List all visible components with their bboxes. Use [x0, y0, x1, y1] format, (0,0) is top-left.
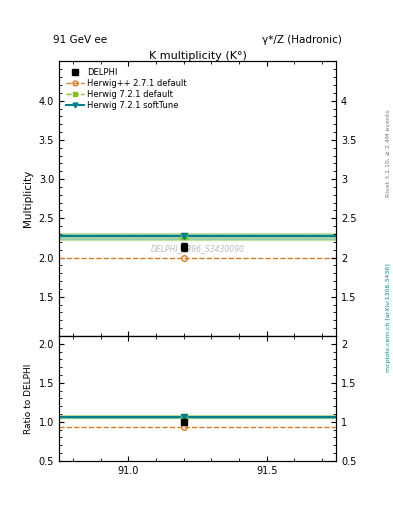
Text: mcplots.cern.ch [arXiv:1306.3436]: mcplots.cern.ch [arXiv:1306.3436]	[386, 263, 391, 372]
Text: Rivet 3.1.10, ≥ 2.4M events: Rivet 3.1.10, ≥ 2.4M events	[386, 110, 391, 198]
Y-axis label: Ratio to DELPHI: Ratio to DELPHI	[24, 363, 33, 434]
Y-axis label: Multiplicity: Multiplicity	[23, 170, 33, 227]
Text: DELPHI_1996_S3430090: DELPHI_1996_S3430090	[151, 244, 244, 252]
Legend: DELPHI, Herwig++ 2.7.1 default, Herwig 7.2.1 default, Herwig 7.2.1 softTune: DELPHI, Herwig++ 2.7.1 default, Herwig 7…	[63, 66, 189, 113]
Text: γ*/Z (Hadronic): γ*/Z (Hadronic)	[262, 35, 342, 45]
Title: K multiplicity (K°): K multiplicity (K°)	[149, 51, 246, 60]
Text: 91 GeV ee: 91 GeV ee	[53, 35, 108, 45]
